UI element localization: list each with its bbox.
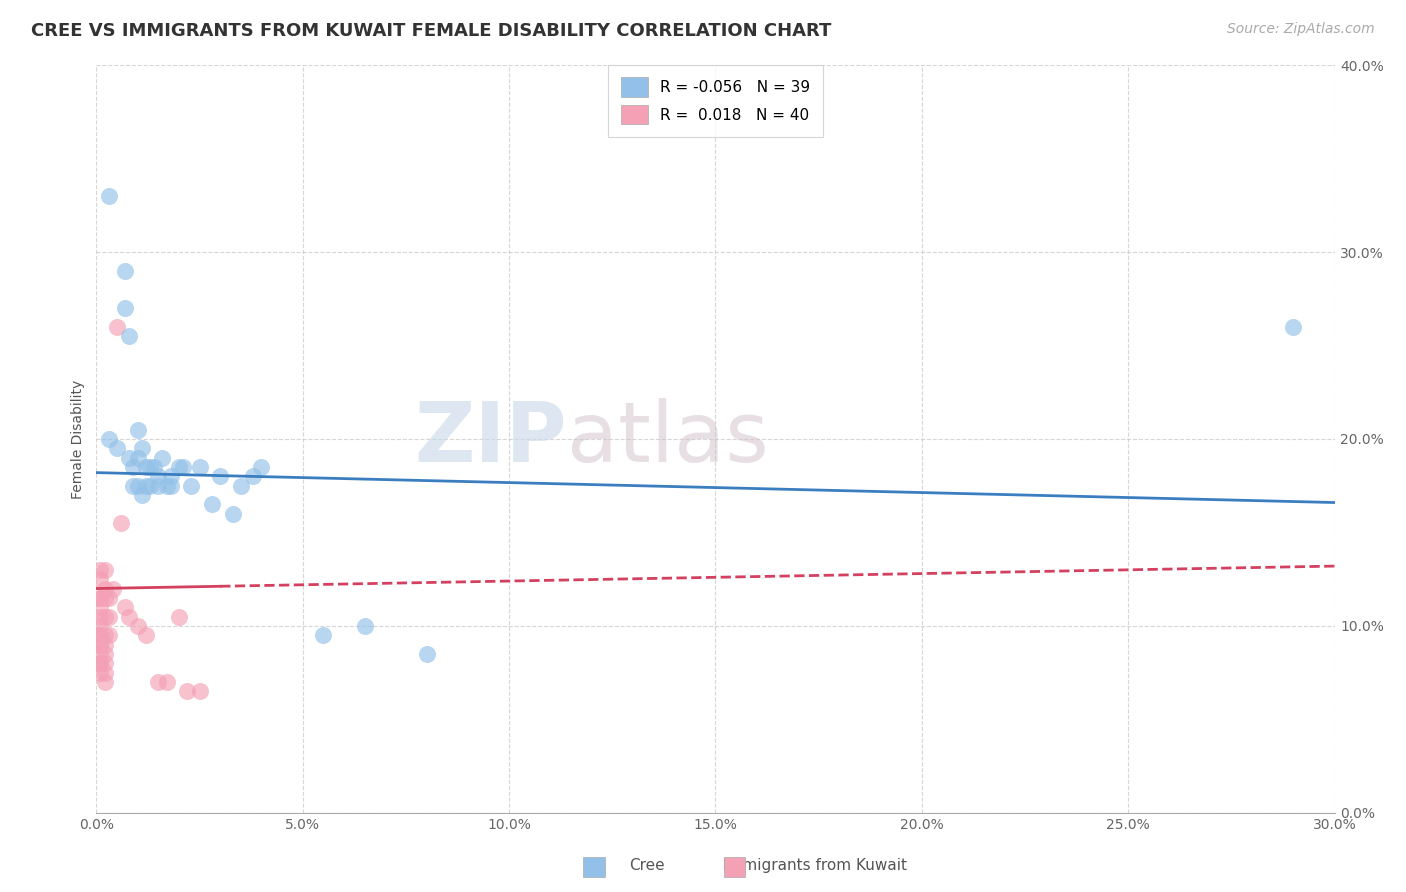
Point <box>97 432 120 446</box>
Point <box>89 600 111 615</box>
Point <box>188 684 211 698</box>
Point <box>93 628 115 642</box>
Text: atlas: atlas <box>567 399 769 480</box>
Point <box>122 460 145 475</box>
Point <box>127 479 149 493</box>
Point <box>353 619 375 633</box>
Point <box>101 582 124 596</box>
Point <box>159 479 181 493</box>
Point <box>97 591 120 605</box>
Point <box>114 264 136 278</box>
Point <box>229 479 252 493</box>
Point <box>105 319 128 334</box>
Point <box>89 628 111 642</box>
Legend: R = -0.056   N = 39, R =  0.018   N = 40: R = -0.056 N = 39, R = 0.018 N = 40 <box>609 65 823 136</box>
Point <box>89 572 111 586</box>
Point <box>89 563 111 577</box>
Point <box>93 657 115 671</box>
Point <box>135 628 157 642</box>
Point <box>118 450 141 465</box>
Point <box>93 665 115 680</box>
Point <box>172 460 194 475</box>
Point <box>143 460 166 475</box>
Y-axis label: Female Disability: Female Disability <box>72 379 86 499</box>
Point <box>93 563 115 577</box>
Point <box>110 516 132 530</box>
Point <box>415 647 437 661</box>
Point <box>312 628 335 642</box>
Point <box>122 479 145 493</box>
Point <box>155 479 177 493</box>
Point <box>89 647 111 661</box>
Point <box>89 638 111 652</box>
Text: CREE VS IMMIGRANTS FROM KUWAIT FEMALE DISABILITY CORRELATION CHART: CREE VS IMMIGRANTS FROM KUWAIT FEMALE DI… <box>31 22 831 40</box>
Point <box>93 582 115 596</box>
Point <box>118 609 141 624</box>
Point <box>250 460 273 475</box>
Point <box>89 628 111 642</box>
Point <box>150 450 173 465</box>
Point <box>89 591 111 605</box>
Point <box>139 460 162 475</box>
Point <box>167 460 190 475</box>
Point <box>93 638 115 652</box>
Point <box>114 600 136 615</box>
Point <box>105 442 128 456</box>
Point <box>148 469 170 483</box>
Point <box>89 591 111 605</box>
Point <box>97 628 120 642</box>
Point <box>135 460 157 475</box>
Point <box>148 675 170 690</box>
Point <box>127 423 149 437</box>
Point <box>93 647 115 661</box>
Point <box>188 460 211 475</box>
Point <box>118 329 141 343</box>
Point <box>180 479 202 493</box>
Point <box>97 609 120 624</box>
Point <box>155 675 177 690</box>
Point <box>93 609 115 624</box>
Point <box>176 684 198 698</box>
Point <box>89 657 111 671</box>
Point <box>93 675 115 690</box>
Point <box>167 609 190 624</box>
Point <box>201 497 224 511</box>
Point <box>135 479 157 493</box>
Text: ZIP: ZIP <box>415 399 567 480</box>
Point <box>89 638 111 652</box>
Point <box>89 665 111 680</box>
Text: Cree: Cree <box>628 858 665 872</box>
Point <box>148 479 170 493</box>
Point <box>89 609 111 624</box>
Text: Source: ZipAtlas.com: Source: ZipAtlas.com <box>1227 22 1375 37</box>
Point <box>127 450 149 465</box>
Point <box>89 619 111 633</box>
Point <box>89 657 111 671</box>
Point <box>131 442 153 456</box>
Point <box>114 301 136 315</box>
Point <box>127 619 149 633</box>
Point <box>139 479 162 493</box>
Point <box>209 469 232 483</box>
Point <box>1282 319 1305 334</box>
Point <box>131 488 153 502</box>
Point <box>97 189 120 203</box>
Point <box>242 469 264 483</box>
Point <box>159 469 181 483</box>
Point <box>93 591 115 605</box>
Text: Immigrants from Kuwait: Immigrants from Kuwait <box>724 858 907 872</box>
Point <box>221 507 243 521</box>
